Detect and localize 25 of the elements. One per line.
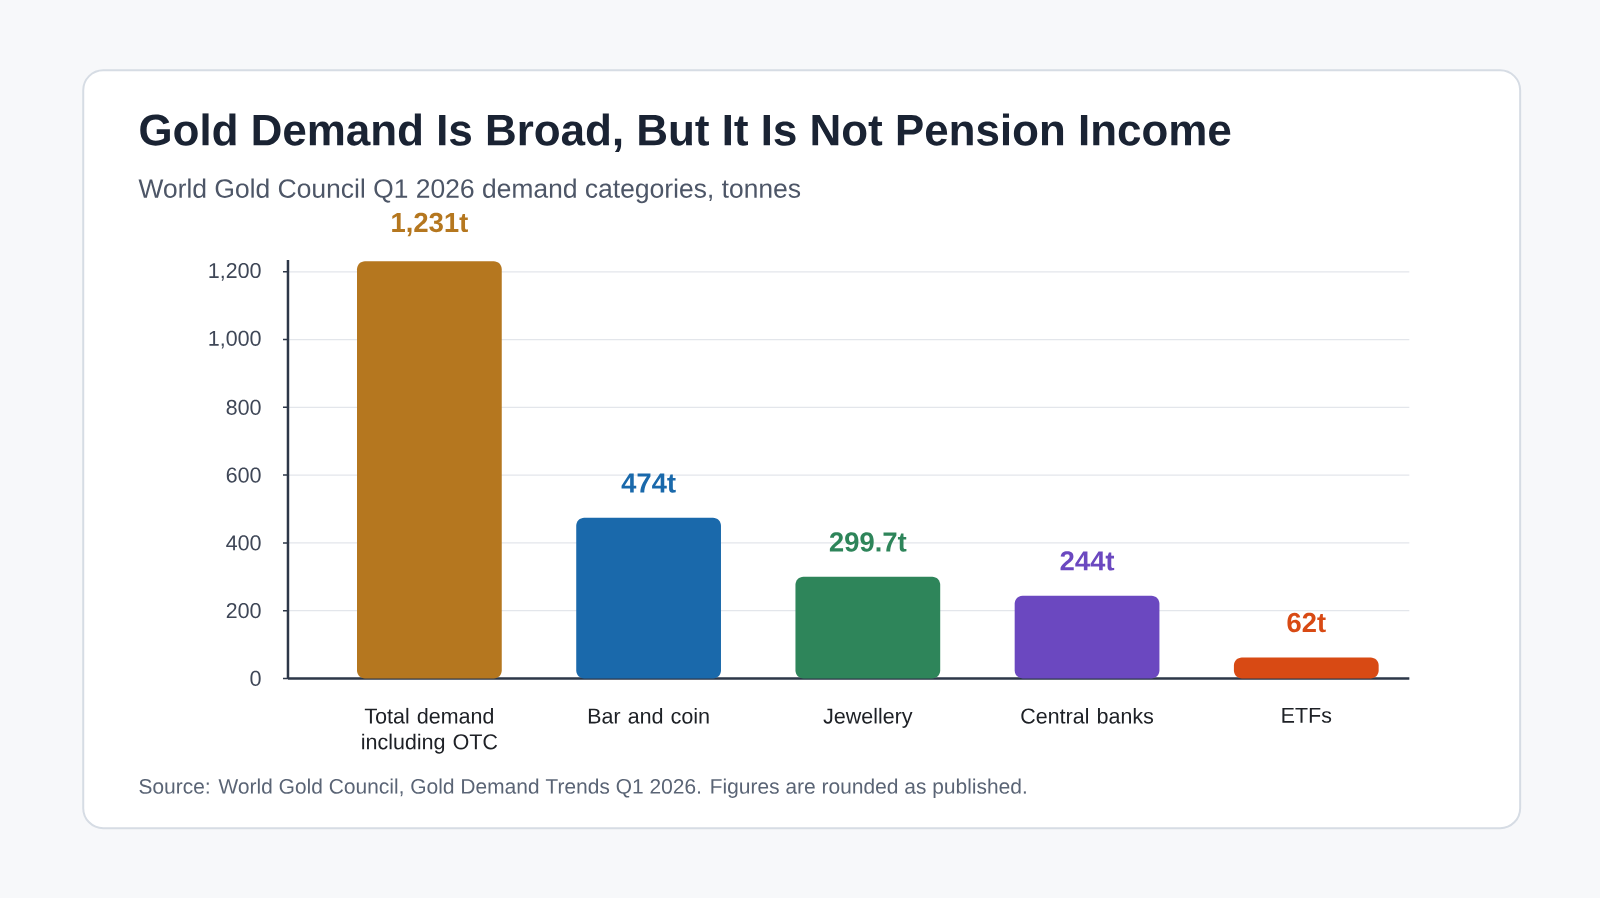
bar <box>1014 595 1160 679</box>
data-label: 62t <box>1287 612 1326 633</box>
data-label: 1,231t <box>392 212 468 236</box>
y-tick-label: 600 <box>226 467 261 483</box>
data-label: 474t <box>621 473 676 493</box>
bar <box>795 576 941 679</box>
y-tick-label: 0 <box>250 670 261 686</box>
y-tick-label: 1,200 <box>209 262 261 281</box>
bar <box>576 517 721 679</box>
chart-subtitle: World Gold Council Q1 2026 demand categories, tonnes <box>138 178 801 203</box>
x-tick-label: ETFs <box>1282 707 1332 723</box>
x-tick-label: Central banks <box>1021 707 1154 724</box>
x-tick-label: Total demand including OTC <box>362 707 498 754</box>
y-tick-label: 200 <box>226 602 261 619</box>
y-tick-label: 800 <box>226 399 261 415</box>
y-tick-label: 1,000 <box>209 330 261 349</box>
chart-title: Gold Demand Is Broad, But It Is Not Pension Income <box>140 113 1231 152</box>
data-label: 299.7t <box>829 532 907 552</box>
x-tick-label: Jewellery <box>823 707 913 728</box>
bar <box>1233 657 1379 679</box>
bar <box>357 261 502 679</box>
x-tick-label: Bar and coin <box>588 707 709 724</box>
data-label: 244t <box>1060 550 1115 571</box>
y-tick-label: 400 <box>226 535 261 551</box>
source-note: Source: World Gold Council, Gold Demand Trends Q1 2026. Figures are rounded as published. <box>139 778 1026 798</box>
